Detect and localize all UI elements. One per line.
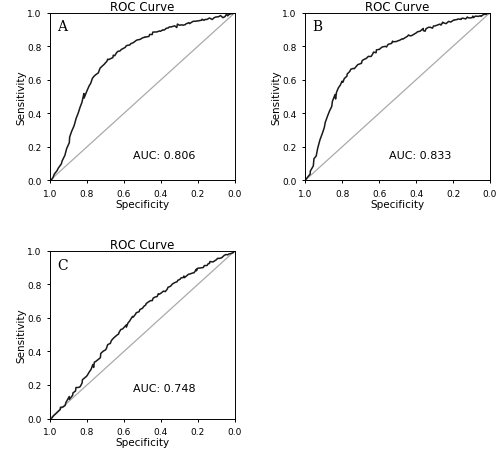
- Text: AUC: 0.833: AUC: 0.833: [388, 151, 451, 161]
- Text: A: A: [58, 20, 68, 34]
- Title: ROC Curve: ROC Curve: [110, 238, 174, 251]
- Text: AUC: 0.806: AUC: 0.806: [134, 151, 196, 161]
- Y-axis label: Sensitivity: Sensitivity: [271, 70, 281, 125]
- Title: ROC Curve: ROC Curve: [110, 0, 174, 14]
- Text: AUC: 0.748: AUC: 0.748: [134, 384, 196, 394]
- X-axis label: Specificity: Specificity: [116, 437, 170, 447]
- Text: C: C: [58, 258, 68, 272]
- Y-axis label: Sensitivity: Sensitivity: [16, 70, 26, 125]
- Y-axis label: Sensitivity: Sensitivity: [16, 308, 26, 362]
- Title: ROC Curve: ROC Curve: [366, 0, 430, 14]
- X-axis label: Specificity: Specificity: [116, 200, 170, 210]
- X-axis label: Specificity: Specificity: [370, 200, 424, 210]
- Text: B: B: [312, 20, 322, 34]
